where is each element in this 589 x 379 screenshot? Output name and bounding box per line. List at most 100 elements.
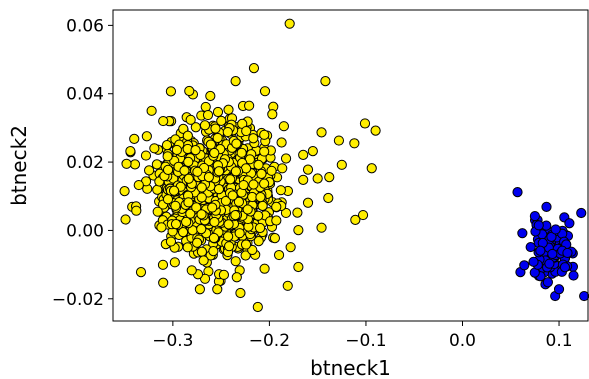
data-point bbox=[529, 210, 541, 222]
data-point bbox=[234, 228, 245, 239]
data-point bbox=[284, 18, 295, 29]
data-point bbox=[165, 236, 177, 247]
data-point bbox=[242, 204, 253, 215]
data-point bbox=[324, 172, 335, 183]
y-axis-label: btneck2 bbox=[7, 125, 31, 206]
series-1 bbox=[512, 187, 589, 302]
data-point bbox=[183, 156, 194, 167]
data-point bbox=[248, 63, 260, 74]
data-point bbox=[559, 262, 571, 273]
data-point bbox=[162, 194, 174, 205]
data-point bbox=[129, 133, 140, 144]
data-point bbox=[196, 224, 207, 235]
data-point bbox=[235, 287, 246, 299]
data-point bbox=[562, 247, 573, 259]
data-point bbox=[544, 258, 555, 269]
data-point bbox=[212, 132, 223, 144]
data-point bbox=[244, 100, 255, 111]
data-point bbox=[196, 209, 207, 220]
data-point bbox=[307, 146, 318, 157]
data-point bbox=[241, 125, 252, 137]
x-tick-label: 0.0 bbox=[449, 331, 476, 351]
data-point bbox=[186, 265, 197, 276]
data-point bbox=[230, 166, 242, 177]
x-axis-label: btneck1 bbox=[310, 356, 391, 379]
data-point bbox=[259, 178, 270, 189]
data-point bbox=[152, 206, 163, 217]
data-point bbox=[231, 138, 242, 149]
data-point bbox=[248, 133, 259, 144]
data-point bbox=[207, 202, 218, 213]
data-point bbox=[121, 158, 132, 169]
data-point bbox=[198, 255, 209, 266]
data-point bbox=[533, 220, 544, 231]
data-point bbox=[194, 284, 205, 295]
plot-frame bbox=[112, 9, 589, 322]
data-point bbox=[568, 270, 579, 281]
data-point bbox=[282, 280, 293, 291]
data-point bbox=[183, 173, 194, 184]
data-point bbox=[162, 151, 173, 162]
data-point bbox=[579, 290, 589, 302]
data-point bbox=[517, 228, 528, 239]
data-point bbox=[185, 208, 196, 219]
data-point bbox=[254, 222, 266, 234]
data-point bbox=[259, 263, 270, 274]
data-point bbox=[212, 284, 223, 295]
data-point bbox=[144, 165, 155, 176]
data-point bbox=[519, 260, 530, 271]
data-point bbox=[131, 205, 142, 216]
data-point bbox=[141, 131, 152, 142]
data-point bbox=[278, 121, 289, 132]
y-tick-label: −0.02 bbox=[52, 290, 104, 310]
data-point bbox=[280, 153, 292, 164]
data-point bbox=[205, 139, 216, 150]
data-point bbox=[213, 166, 225, 177]
data-point bbox=[240, 250, 251, 261]
data-point bbox=[196, 182, 207, 193]
data-point bbox=[271, 201, 282, 213]
data-point bbox=[269, 233, 281, 244]
data-point bbox=[253, 210, 264, 221]
data-point bbox=[158, 115, 169, 127]
data-point bbox=[259, 86, 271, 97]
y-tick-label: 0.02 bbox=[66, 153, 104, 173]
data-point bbox=[182, 242, 193, 253]
data-point bbox=[223, 219, 234, 230]
data-point bbox=[225, 174, 236, 185]
data-point bbox=[550, 224, 561, 235]
data-point bbox=[196, 192, 207, 203]
data-point bbox=[157, 259, 169, 270]
data-point bbox=[181, 216, 192, 227]
data-point bbox=[125, 146, 136, 157]
x-tick-label: −0.3 bbox=[152, 331, 193, 351]
data-point bbox=[259, 129, 270, 140]
data-point bbox=[320, 75, 331, 87]
data-point bbox=[208, 245, 219, 257]
data-point bbox=[196, 246, 207, 257]
data-point bbox=[208, 232, 220, 244]
data-point bbox=[293, 224, 304, 236]
data-point bbox=[209, 147, 220, 159]
data-point bbox=[271, 215, 282, 226]
data-point bbox=[366, 163, 377, 174]
data-point bbox=[191, 202, 202, 213]
data-point bbox=[169, 257, 180, 268]
x-tick-label: 0.1 bbox=[546, 331, 573, 351]
data-point bbox=[202, 109, 214, 121]
x-tick-label: −0.2 bbox=[249, 331, 290, 351]
points-layer bbox=[119, 18, 589, 313]
data-point bbox=[275, 185, 286, 196]
data-point bbox=[535, 245, 546, 256]
data-point bbox=[302, 197, 314, 208]
data-point bbox=[528, 256, 539, 267]
data-point bbox=[222, 126, 233, 138]
data-point bbox=[231, 272, 242, 283]
x-tick-label: −0.1 bbox=[345, 331, 386, 351]
data-point bbox=[547, 248, 558, 260]
data-point bbox=[192, 237, 203, 248]
data-point bbox=[370, 125, 381, 136]
data-point bbox=[140, 150, 152, 161]
data-point bbox=[564, 218, 575, 229]
data-point bbox=[576, 207, 587, 219]
